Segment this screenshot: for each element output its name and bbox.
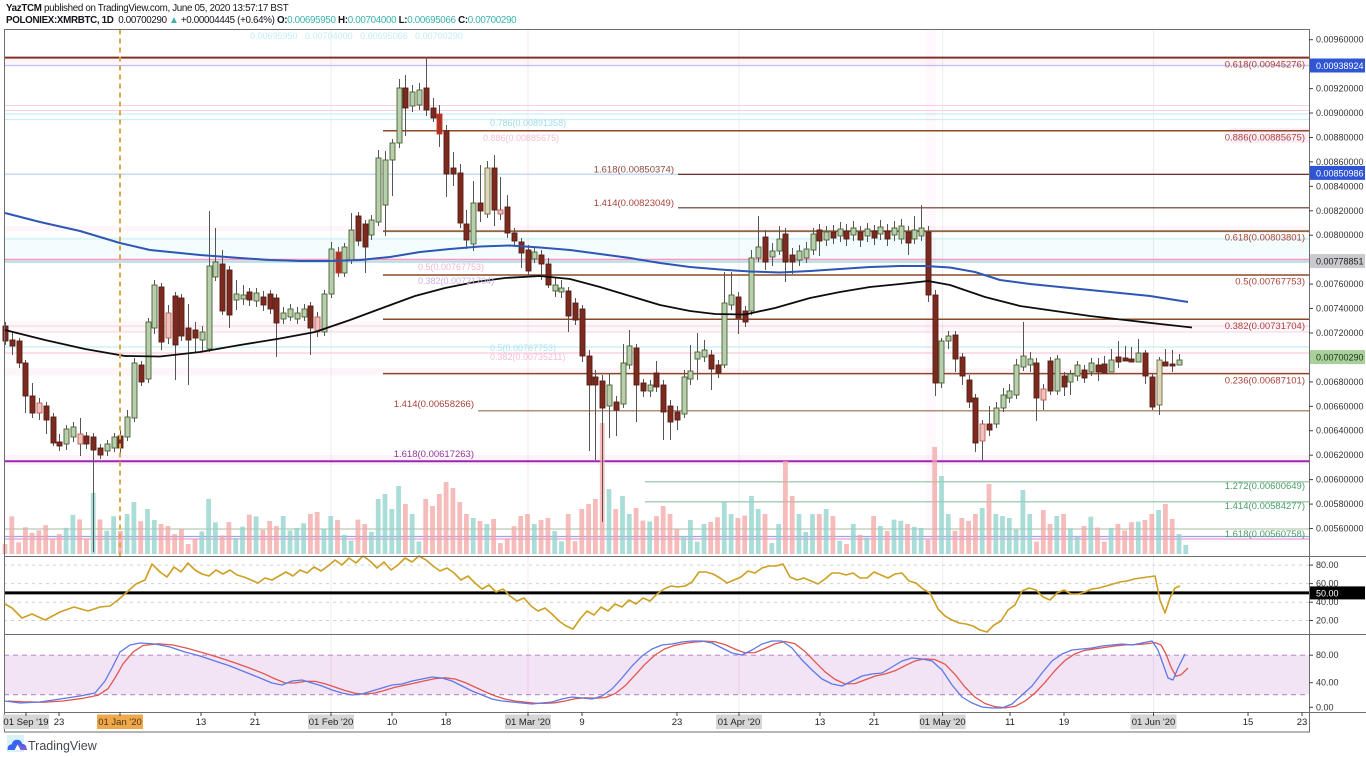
svg-text:11: 11 [1005, 717, 1015, 728]
svg-text:0.886(0.00885675): 0.886(0.00885675) [483, 133, 559, 143]
svg-text:0.00880000: 0.00880000 [1316, 133, 1364, 143]
svg-text:13: 13 [196, 717, 207, 728]
svg-text:19: 19 [1059, 717, 1070, 728]
svg-text:9: 9 [579, 717, 584, 728]
svg-text:01 May '20: 01 May '20 [920, 717, 966, 728]
svg-text:TradingView: TradingView [28, 739, 98, 753]
svg-text:40.00: 40.00 [1316, 678, 1339, 688]
svg-text:0.00660000: 0.00660000 [1316, 401, 1364, 411]
svg-text:1.618(0.00560758): 1.618(0.00560758) [1225, 529, 1305, 540]
svg-text:0.886(0.00885675): 0.886(0.00885675) [1225, 133, 1305, 144]
svg-text:0.00620000: 0.00620000 [1316, 450, 1364, 460]
svg-text:0.00580000: 0.00580000 [1316, 499, 1364, 509]
svg-text:21: 21 [250, 717, 261, 728]
svg-text:0.00860000: 0.00860000 [1316, 157, 1364, 167]
svg-text:0.00740000: 0.00740000 [1316, 304, 1364, 314]
svg-text:21: 21 [869, 717, 880, 728]
svg-text:0.5(0.00767753): 0.5(0.00767753) [490, 343, 556, 353]
svg-text:13: 13 [815, 717, 826, 728]
svg-text:0.618(0.00945276): 0.618(0.00945276) [1225, 60, 1305, 71]
svg-text:60.00: 60.00 [1316, 579, 1339, 589]
svg-text:10: 10 [387, 717, 398, 728]
svg-text:18: 18 [441, 717, 452, 728]
svg-text:0.236(0.00687101): 0.236(0.00687101) [1225, 376, 1305, 387]
svg-text:23: 23 [672, 717, 683, 728]
svg-text:0.00640000: 0.00640000 [1316, 426, 1364, 436]
svg-text:1.618(0.00617263): 1.618(0.00617263) [394, 449, 474, 460]
svg-text:0.00900000: 0.00900000 [1316, 108, 1364, 118]
svg-text:1.414(0.00584277): 1.414(0.00584277) [1225, 501, 1305, 512]
svg-text:0.00820000: 0.00820000 [1316, 206, 1364, 216]
svg-text:0.00560000: 0.00560000 [1316, 524, 1364, 534]
svg-text:01 Mar '20: 01 Mar '20 [506, 717, 551, 728]
svg-text:01 Sep '19: 01 Sep '19 [3, 717, 48, 728]
svg-text:0.5(0.00767753): 0.5(0.00767753) [418, 262, 484, 272]
svg-text:0.786(0.00891358): 0.786(0.00891358) [490, 118, 566, 128]
svg-text:1.414(0.00823049): 1.414(0.00823049) [594, 198, 674, 209]
svg-text:0.00840000: 0.00840000 [1316, 181, 1364, 191]
svg-text:01 Apr '20: 01 Apr '20 [718, 717, 761, 728]
svg-text:1.272(0.00600649): 1.272(0.00600649) [1225, 481, 1305, 492]
svg-text:0.00760000: 0.00760000 [1316, 279, 1364, 289]
svg-text:01 Jun '20: 01 Jun '20 [1132, 717, 1176, 728]
svg-text:0.00700290: 0.00700290 [1316, 353, 1364, 363]
svg-text:0.00800000: 0.00800000 [1316, 230, 1364, 240]
svg-text:15: 15 [1243, 717, 1254, 728]
svg-text:0.382(0.00731704): 0.382(0.00731704) [418, 276, 494, 286]
svg-text:20.00: 20.00 [1316, 616, 1339, 626]
svg-text:80.00: 80.00 [1316, 650, 1339, 660]
svg-text:0.00778851: 0.00778851 [1316, 257, 1364, 267]
svg-text:0.00695950 0.00704000 0.00: 0.00695950 0.00704000 0.00695066 0.00700… [250, 31, 463, 41]
svg-text:40.00: 40.00 [1316, 597, 1339, 607]
svg-text:80.00: 80.00 [1316, 560, 1339, 570]
svg-text:0.382(0.00735211): 0.382(0.00735211) [490, 352, 565, 362]
svg-text:1.618(0.00850374): 1.618(0.00850374) [594, 164, 674, 175]
svg-text:0.00938924: 0.00938924 [1316, 61, 1364, 71]
svg-text:0.00: 0.00 [1316, 702, 1334, 712]
svg-text:0.00720000: 0.00720000 [1316, 328, 1364, 338]
svg-text:0.00920000: 0.00920000 [1316, 84, 1364, 94]
svg-text:1.414(0.00658266): 1.414(0.00658266) [394, 399, 474, 410]
svg-text:0.382(0.00731704): 0.382(0.00731704) [1225, 321, 1305, 332]
svg-text:0.00600000: 0.00600000 [1316, 475, 1364, 485]
svg-text:23: 23 [54, 717, 65, 728]
svg-text:01 Feb '20: 01 Feb '20 [309, 717, 354, 728]
svg-text:0.00680000: 0.00680000 [1316, 377, 1364, 387]
svg-text:23: 23 [1297, 717, 1308, 728]
svg-text:0.618(0.00803801): 0.618(0.00803801) [1225, 233, 1305, 244]
svg-text:0.00960000: 0.00960000 [1316, 35, 1364, 45]
svg-text:0.5(0.00767753): 0.5(0.00767753) [1235, 277, 1305, 288]
svg-text:01 Jan '20: 01 Jan '20 [98, 717, 142, 728]
svg-text:50.00: 50.00 [1316, 588, 1339, 598]
svg-text:0.00850986: 0.00850986 [1316, 168, 1364, 178]
